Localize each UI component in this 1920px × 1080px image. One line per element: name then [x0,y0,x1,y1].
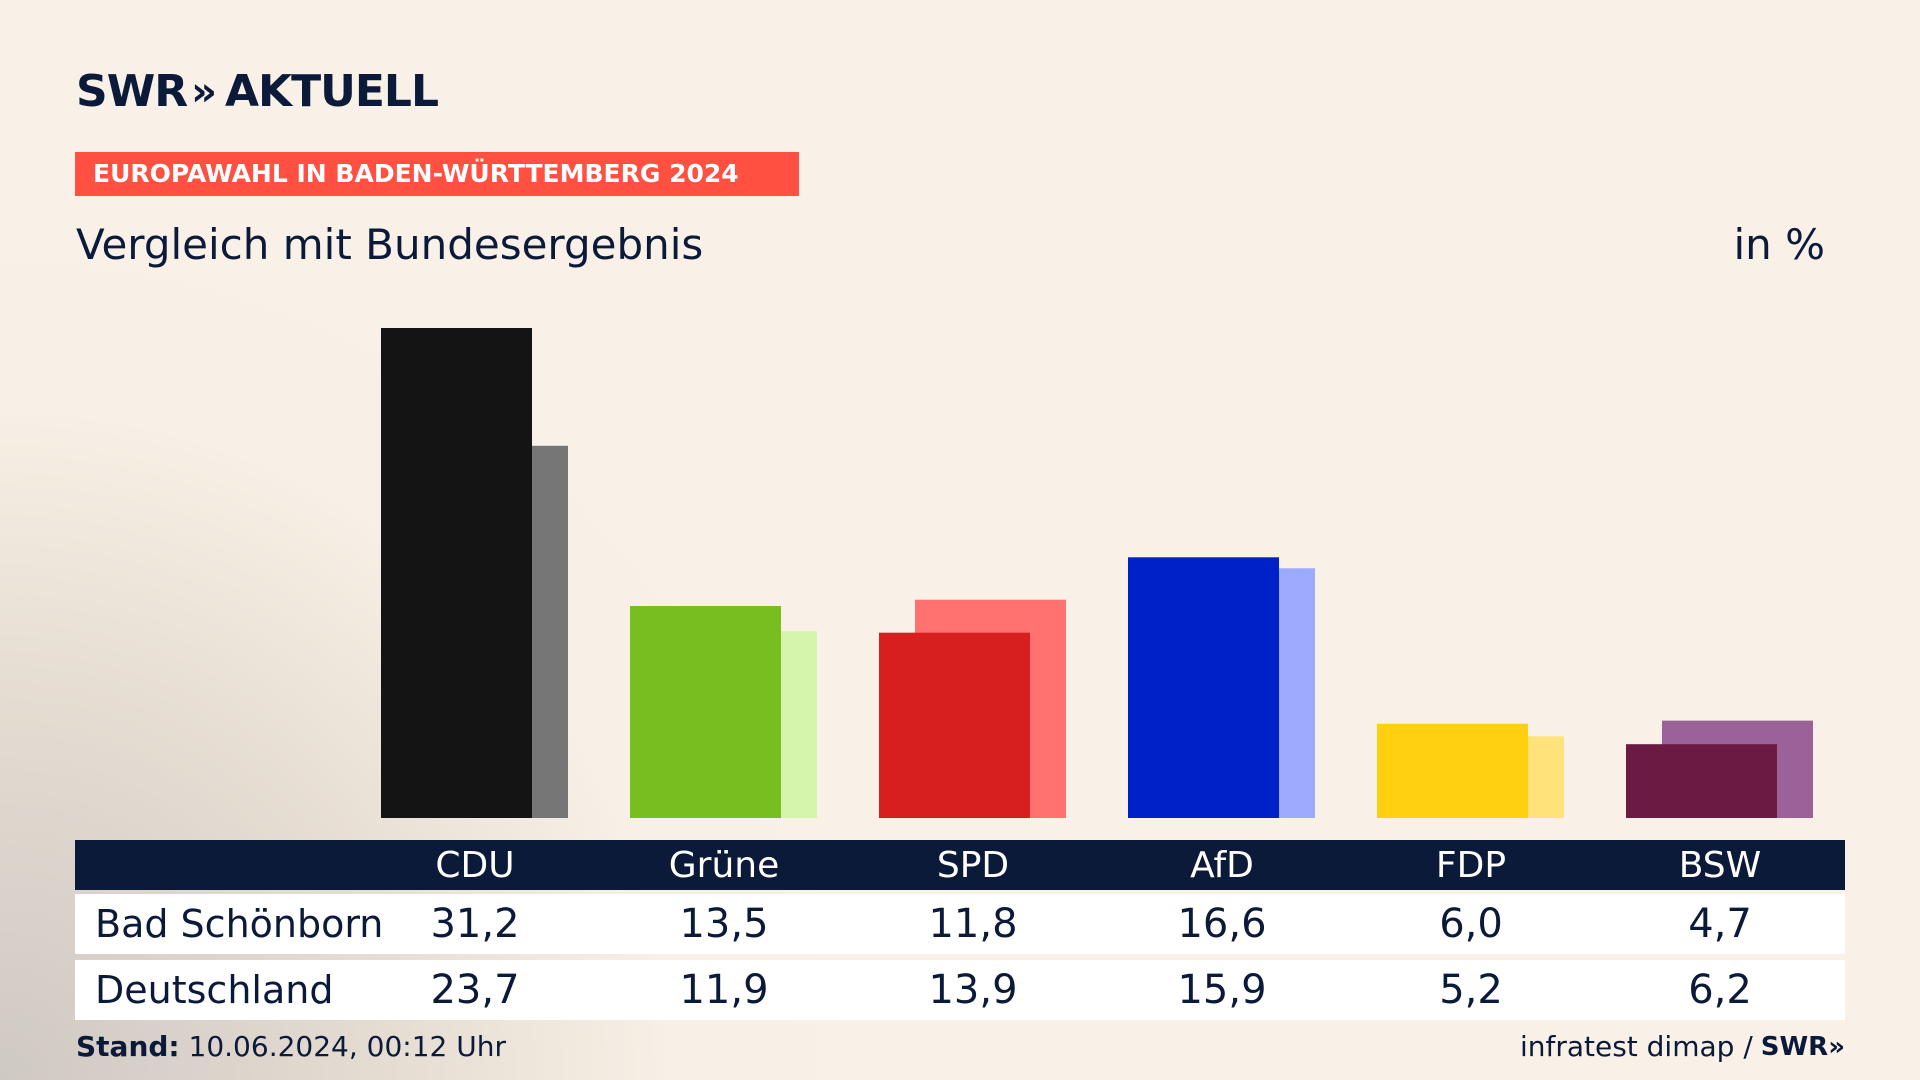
source-credit: infratest dimap / SWR» [1520,1030,1845,1063]
chart-subtitle: Vergleich mit Bundesergebnis [76,220,704,269]
bar-local [1626,744,1777,818]
table-row-national: Deutschland 23,7 11,9 13,9 15,9 5,2 6,2 [75,960,1845,1020]
table-cell: 23,7 [430,967,520,1013]
row-label: Deutschland [95,968,334,1012]
table-cell: 15,9 [1177,967,1267,1013]
row-label: Bad Schönborn [95,902,384,946]
bar-local [1128,557,1279,818]
table-cell: 16,6 [1177,901,1267,947]
timestamp: Stand: 10.06.2024, 00:12 Uhr [76,1030,506,1063]
party-header: FDP [1435,844,1507,886]
source-text: infratest dimap / [1519,1030,1753,1063]
table-cell: 4,7 [1688,901,1752,947]
table-cell: 31,2 [430,901,520,947]
election-banner: EUROPAWAHL IN BADEN-WÜRTTEMBERG 2024 [75,152,799,196]
bar-local [879,632,1030,818]
party-header: Grüne [668,844,780,886]
stand-label: Stand: [76,1030,180,1063]
table-header: CDU Grüne SPD AfD FDP BSW [75,840,1845,890]
bar-local [1377,723,1528,818]
party-header: SPD [936,844,1010,886]
brand-swr: SWR [76,66,188,117]
results-table: CDU Grüne SPD AfD FDP BSW Bad Schönborn 31,2 13… [75,840,1845,1020]
table-cell: 13,9 [928,967,1018,1013]
bar-chart [381,328,1813,818]
unit-label: in % [1733,220,1825,269]
party-header: BSW [1678,844,1762,886]
bar-local [381,328,532,818]
brand-logo: SWR » AKTUELL [76,66,439,117]
table-cell: 11,8 [928,901,1018,947]
table-cell: 11,9 [679,967,769,1013]
swr-logo: SWR» [1760,1031,1845,1062]
table-row-local: Bad Schönborn 31,2 13,5 11,8 16,6 6,0 4,7 [75,894,1845,954]
party-header: CDU [435,844,515,886]
party-header: AfD [1190,844,1254,886]
table-cell: 6,2 [1688,967,1752,1013]
bar-local [630,605,781,818]
table-cell: 6,0 [1439,901,1503,947]
stand-value: 10.06.2024, 00:12 Uhr [188,1030,506,1063]
table-cell: 13,5 [679,901,769,947]
brand-aktuell: AKTUELL [224,66,439,117]
table-cell: 5,2 [1439,967,1503,1013]
